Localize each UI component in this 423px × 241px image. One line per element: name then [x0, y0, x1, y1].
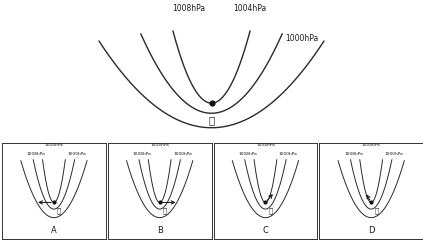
Text: 甲: 甲 [209, 115, 214, 125]
Text: 1008hPa: 1008hPa [239, 152, 257, 156]
Text: 1008hPa: 1008hPa [27, 152, 46, 156]
Text: 1000hPa: 1000hPa [279, 152, 298, 156]
Text: 1004hPa: 1004hPa [362, 143, 381, 147]
Text: 甲: 甲 [374, 207, 379, 214]
Text: 1000hPa: 1000hPa [285, 34, 318, 43]
Text: 1008hPa: 1008hPa [133, 152, 151, 156]
Text: 甲: 甲 [269, 207, 273, 214]
Text: 1000hPa: 1000hPa [67, 152, 86, 156]
Text: 1004hPa: 1004hPa [150, 143, 169, 147]
Text: 甲: 甲 [57, 207, 61, 214]
Text: 1000hPa: 1000hPa [173, 152, 192, 156]
Text: 1008hPa: 1008hPa [344, 152, 363, 156]
Text: A: A [51, 226, 57, 235]
Text: 1004hPa: 1004hPa [256, 143, 275, 147]
Text: C: C [263, 226, 268, 235]
Text: 1004hPa: 1004hPa [233, 4, 267, 13]
Text: B: B [157, 226, 162, 235]
Text: 甲: 甲 [163, 207, 167, 214]
Text: D: D [368, 226, 374, 235]
Text: 1008hPa: 1008hPa [173, 4, 206, 13]
Text: 1000hPa: 1000hPa [385, 152, 404, 156]
Text: 1004hPa: 1004hPa [44, 143, 63, 147]
